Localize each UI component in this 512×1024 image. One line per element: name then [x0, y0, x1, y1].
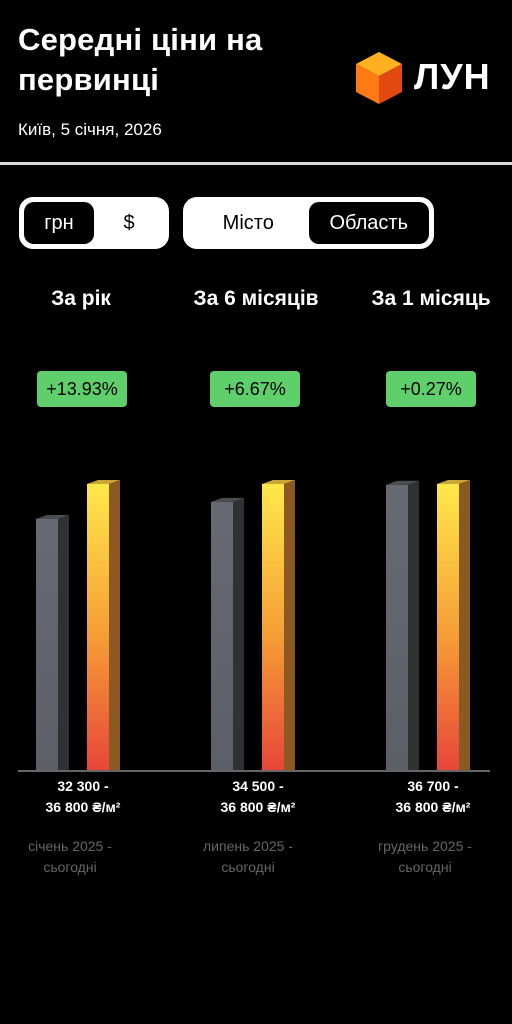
range-1-month: 36 700 - 36 800 ₴/м²: [353, 776, 512, 818]
page-title: Середні ціни на первинці: [18, 22, 263, 97]
bar-new-2: [437, 484, 459, 770]
range-1-month-line2: 36 800 ₴/м²: [395, 799, 471, 815]
bar-top-old-2: [386, 480, 419, 485]
bar-new-1: [262, 484, 284, 770]
currency-option-usd[interactable]: $: [123, 211, 135, 234]
dates-6-months-line2: сьогодні: [221, 859, 275, 875]
dates-year: січень 2025 - сьогодні: [0, 836, 150, 878]
bar-top-new-1: [262, 480, 295, 484]
region-option-city[interactable]: Місто: [222, 211, 274, 234]
change-badge-year: +13.93%: [37, 371, 127, 407]
period-label-6-months: За 6 місяців: [193, 287, 319, 310]
dates-6-months: липень 2025 - сьогодні: [168, 836, 328, 878]
range-1-month-line1: 36 700 -: [407, 778, 459, 794]
change-badge-6-months: +6.67%: [210, 371, 300, 407]
dates-1-month-line2: сьогодні: [398, 859, 452, 875]
logo-text: ЛУН: [414, 56, 491, 97]
bar-side-old-0: [58, 514, 69, 770]
dates-6-months-line1: липень 2025 -: [203, 838, 293, 854]
period-label-1-month: За 1 місяць: [371, 287, 491, 310]
region-option-oblast[interactable]: Область: [308, 202, 429, 244]
page-subtitle: Київ, 5 січня, 2026: [18, 120, 162, 139]
bar-old-1: [211, 501, 233, 770]
dates-year-line1: січень 2025 -: [28, 838, 112, 854]
bar-side-new-2: [459, 480, 470, 770]
range-year-line2: 36 800 ₴/м²: [45, 799, 121, 815]
price-bar-chart: [18, 480, 490, 772]
bar-side-old-1: [233, 497, 244, 770]
bar-side-new-1: [284, 480, 295, 770]
lun-logo: ЛУН: [352, 50, 502, 110]
header: Середні ціни на первинці Київ, 5 січня, …: [0, 0, 512, 165]
dates-1-month: грудень 2025 - сьогодні: [345, 836, 505, 878]
bar-old-2: [386, 484, 408, 770]
bar-side-old-2: [408, 480, 419, 770]
dates-year-line2: сьогодні: [43, 859, 97, 875]
dates-1-month-line1: грудень 2025 -: [378, 838, 472, 854]
range-year: 32 300 - 36 800 ₴/м²: [3, 776, 163, 818]
bar-top-old-0: [36, 514, 69, 519]
range-6-months-line1: 34 500 -: [232, 778, 284, 794]
bar-side-new-0: [109, 480, 120, 770]
bar-top-old-1: [211, 497, 244, 502]
bar-top-new-2: [437, 480, 470, 484]
range-year-line1: 32 300 -: [57, 778, 109, 794]
bar-new-0: [87, 484, 109, 770]
change-badge-1-month: +0.27%: [386, 371, 476, 407]
currency-option-uah[interactable]: грн: [24, 202, 94, 244]
bar-top-new-0: [87, 480, 120, 484]
region-toggle: Місто Область: [183, 197, 434, 249]
range-6-months: 34 500 - 36 800 ₴/м²: [178, 776, 338, 818]
cube-logo-icon: [356, 52, 402, 104]
range-6-months-line2: 36 800 ₴/м²: [220, 799, 296, 815]
period-label-year: За рік: [51, 287, 111, 310]
bar-old-0: [36, 518, 58, 770]
currency-toggle: грн $: [19, 197, 169, 249]
